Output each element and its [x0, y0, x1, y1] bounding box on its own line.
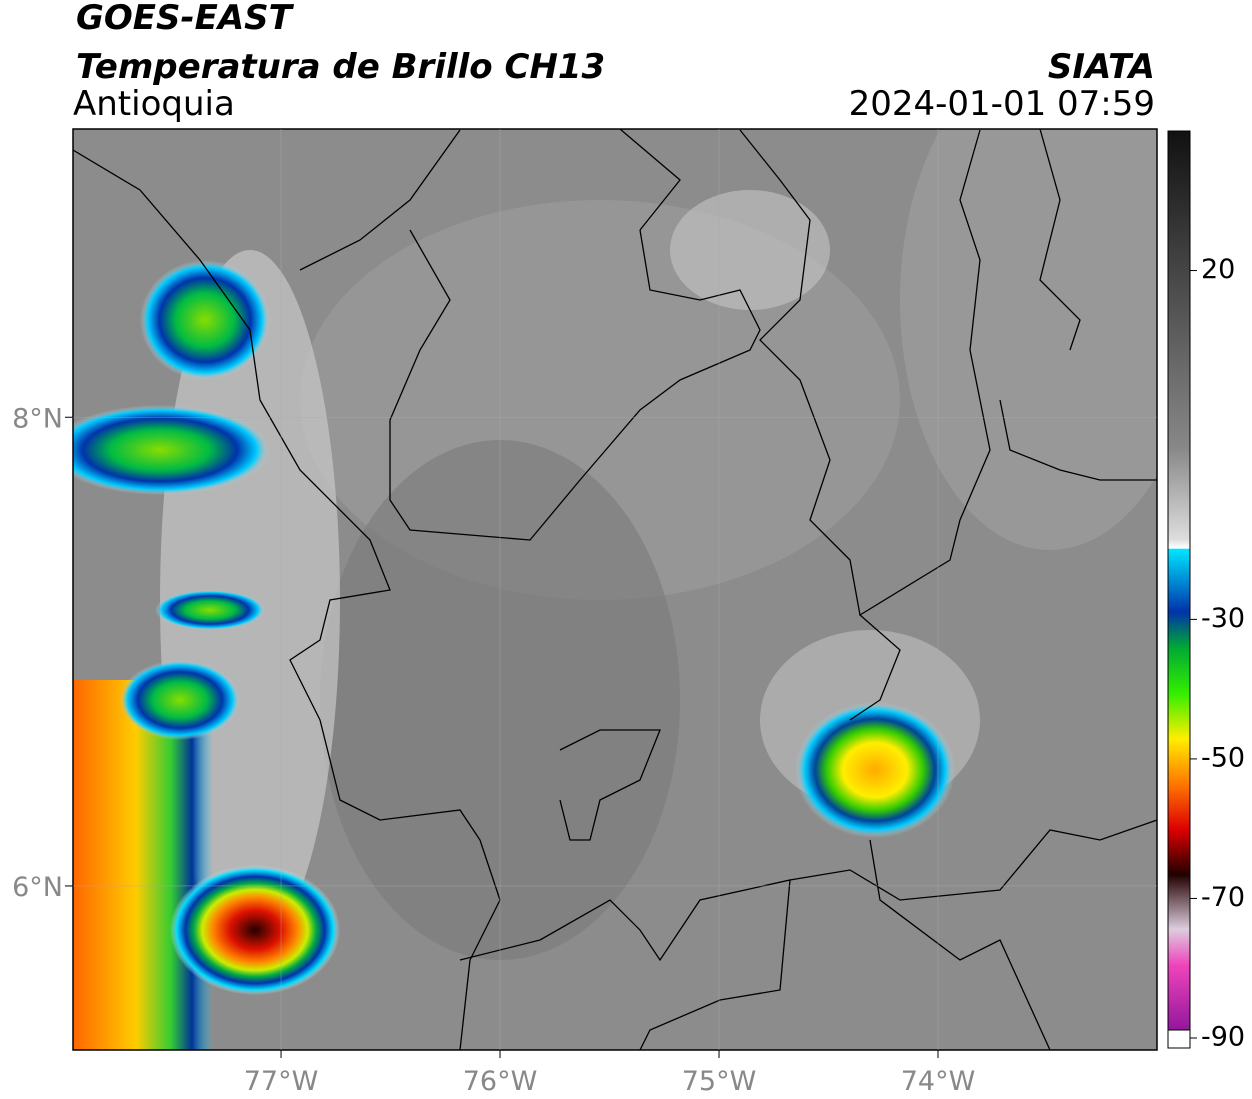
lon-tick-label: 75°W [682, 1066, 757, 1097]
colorbar-extension [1167, 1029, 1191, 1049]
lat-tick-label: 6°N [12, 872, 63, 903]
region: Antioquia [73, 84, 235, 124]
colorbar-frame [1167, 130, 1191, 1049]
lon-tick-label: 76°W [463, 1066, 538, 1097]
subtitle: Temperatura de Brillo CH13 [76, 47, 605, 87]
agency: SIATA [1048, 47, 1155, 87]
colorbar [1168, 131, 1190, 1038]
lat-tick-label: 8°N [12, 403, 63, 434]
lon-tick-label: 77°W [244, 1066, 319, 1097]
lon-tick-label: 74°W [901, 1066, 976, 1097]
title: GOES-EAST [76, 0, 295, 38]
colorbar-tick-label: -50 [1201, 742, 1245, 773]
datetime: 2024-01-01 07:59 [849, 84, 1155, 124]
satellite-image [73, 129, 1157, 1050]
colorbar-tick-label: -30 [1201, 603, 1245, 634]
colorbar-tick-label: 20 [1201, 254, 1235, 285]
colorbar-tick-label: -90 [1201, 1022, 1245, 1053]
map-frame [72, 128, 1158, 1051]
colorbar-tick-label: -70 [1201, 882, 1245, 913]
